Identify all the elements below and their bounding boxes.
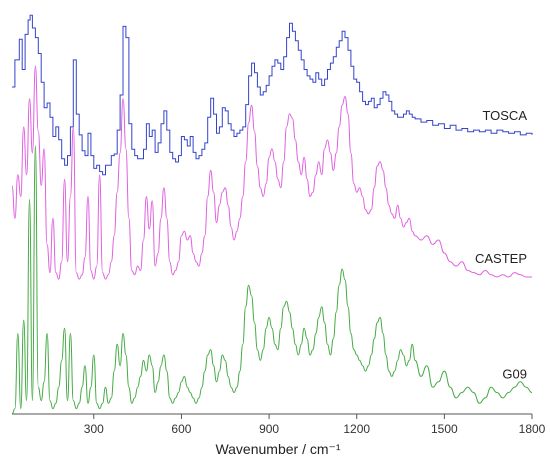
x-tick-label-1200: 1200 xyxy=(343,422,370,436)
x-tick-label-900: 900 xyxy=(259,422,279,436)
series-label-tosca: TOSCA xyxy=(482,108,527,123)
x-tick-label-300: 300 xyxy=(84,422,104,436)
series-label-g09: G09 xyxy=(502,367,527,382)
series-line-g09 xyxy=(11,145,533,415)
series-label-layer: TOSCA CASTEP G09 xyxy=(475,108,527,382)
x-axis: 300 600 900 1200 1500 1800 xyxy=(12,413,546,436)
series-layer xyxy=(11,14,533,415)
series-line-tosca xyxy=(12,14,533,176)
x-tick-label-1500: 1500 xyxy=(431,422,458,436)
series-label-castep: CASTEP xyxy=(475,251,527,266)
x-tick-label-1800: 1800 xyxy=(519,422,546,436)
series-line-castep xyxy=(11,65,532,280)
x-axis-title: Wavenumber / cm⁻¹ xyxy=(215,441,340,457)
x-tick-label-600: 600 xyxy=(171,422,191,436)
